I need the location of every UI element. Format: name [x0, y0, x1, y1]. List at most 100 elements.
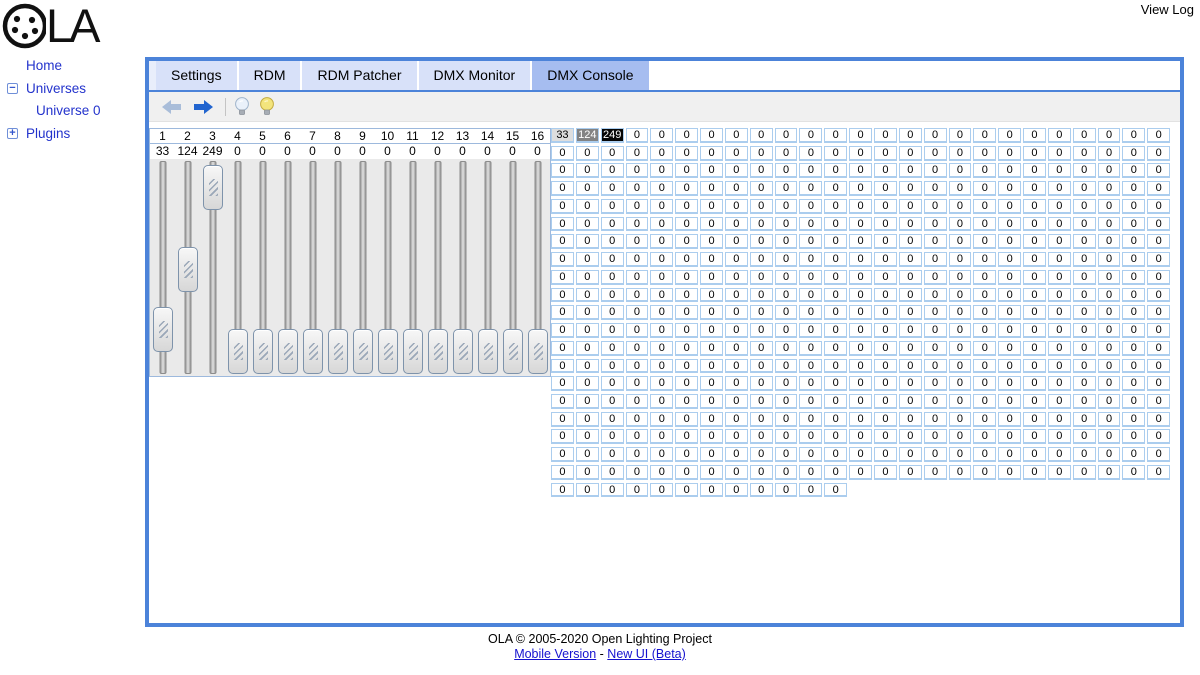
dmx-grid-cell-416[interactable]: 0	[923, 411, 947, 427]
dmx-grid-cell-163[interactable]: 0	[849, 234, 873, 250]
dmx-grid-cell-426[interactable]: 0	[551, 429, 574, 445]
dmx-grid-cell-496[interactable]: 0	[1047, 464, 1071, 480]
dmx-grid-cell-84[interactable]: 0	[749, 181, 773, 196]
slider-handle-channel-15[interactable]	[502, 329, 523, 374]
dmx-grid-cell-200[interactable]: 0	[1147, 252, 1171, 267]
dmx-grid-cell-67[interactable]: 0	[948, 163, 972, 179]
dmx-grid-cell-40[interactable]: 0	[898, 145, 922, 161]
slider-handle-channel-3[interactable]	[202, 164, 223, 210]
dmx-grid-cell-194[interactable]: 0	[998, 252, 1022, 267]
dmx-grid-cell-230[interactable]: 0	[650, 287, 674, 303]
dmx-grid-cell-296[interactable]: 0	[1047, 323, 1071, 338]
dmx-grid-cell-448[interactable]: 0	[1097, 429, 1121, 445]
sidebar-item-universes[interactable]: − Universes	[0, 78, 145, 101]
dmx-grid-cell-315[interactable]: 0	[898, 340, 922, 356]
dmx-grid-cell-138[interactable]: 0	[849, 216, 873, 232]
dmx-grid-cell-500[interactable]: 0	[1147, 464, 1171, 480]
slider-handle-channel-8[interactable]	[327, 329, 348, 374]
dmx-grid-cell-305[interactable]: 0	[650, 340, 674, 356]
dmx-grid-cell-66[interactable]: 0	[923, 163, 947, 179]
dmx-grid-cell-26[interactable]: 0	[551, 145, 574, 161]
dmx-grid-cell-302[interactable]: 0	[575, 340, 599, 356]
dmx-grid-cell-177[interactable]: 0	[575, 252, 599, 267]
slider-handle-channel-4[interactable]	[227, 329, 248, 374]
dmx-grid-cell-459[interactable]: 0	[749, 447, 773, 463]
dmx-grid-cell-214[interactable]: 0	[873, 269, 897, 285]
dmx-grid-cell-119[interactable]: 0	[998, 198, 1022, 214]
dmx-grid-cell-422[interactable]: 0	[1072, 411, 1096, 427]
slider-handle-channel-1[interactable]	[152, 307, 173, 353]
slider-handle-channel-12[interactable]	[427, 329, 448, 374]
dmx-grid-cell-120[interactable]: 0	[1023, 198, 1046, 214]
dmx-grid-cell-391[interactable]: 0	[923, 394, 947, 409]
dmx-grid-cell-510[interactable]: 0	[774, 482, 798, 498]
dmx-grid-cell-135[interactable]: 0	[774, 216, 798, 232]
dmx-grid-cell-245[interactable]: 0	[1023, 287, 1046, 303]
dmx-grid-cell-157[interactable]: 0	[700, 234, 723, 250]
slider-track[interactable]	[159, 161, 166, 374]
dmx-grid-cell-441[interactable]: 0	[923, 429, 947, 445]
dmx-grid-cell-52[interactable]: 0	[575, 163, 599, 179]
dmx-grid-cell-159[interactable]: 0	[749, 234, 773, 250]
dmx-grid-cell-209[interactable]: 0	[749, 269, 773, 285]
dmx-grid-cell-400[interactable]: 0	[1147, 394, 1171, 409]
dmx-grid-cell-198[interactable]: 0	[1097, 252, 1121, 267]
dmx-grid-cell-93[interactable]: 0	[973, 181, 997, 196]
dmx-grid-cell-236[interactable]: 0	[799, 287, 823, 303]
dmx-grid-cell-237[interactable]: 0	[824, 287, 848, 303]
dmx-grid-cell-10[interactable]: 0	[774, 128, 798, 143]
new-ui-link[interactable]: New UI (Beta)	[607, 647, 686, 661]
dmx-grid-cell-275[interactable]: 0	[1147, 305, 1171, 321]
dmx-grid-cell-68[interactable]: 0	[973, 163, 997, 179]
dmx-grid-cell-323[interactable]: 0	[1097, 340, 1121, 356]
dmx-grid-cell-381[interactable]: 0	[675, 394, 699, 409]
dmx-grid-cell-325[interactable]: 0	[1147, 340, 1171, 356]
dmx-grid-cell-488[interactable]: 0	[849, 464, 873, 480]
dmx-grid-cell-478[interactable]: 0	[600, 464, 624, 480]
dmx-grid-cell-472[interactable]: 0	[1072, 447, 1096, 463]
dmx-grid-cell-282[interactable]: 0	[700, 323, 723, 338]
dmx-grid-cell-60[interactable]: 0	[774, 163, 798, 179]
dmx-grid-cell-231[interactable]: 0	[675, 287, 699, 303]
dmx-grid-cell-265[interactable]: 0	[898, 305, 922, 321]
dmx-grid-cell-85[interactable]: 0	[774, 181, 798, 196]
dmx-grid-cell-96[interactable]: 0	[1047, 181, 1071, 196]
dmx-grid-cell-140[interactable]: 0	[898, 216, 922, 232]
dmx-grid-cell-70[interactable]: 0	[1023, 163, 1046, 179]
dmx-grid-cell-261[interactable]: 0	[799, 305, 823, 321]
dmx-grid-cell-388[interactable]: 0	[849, 394, 873, 409]
dmx-grid-cell-76[interactable]: 0	[551, 181, 574, 196]
dmx-grid-cell-244[interactable]: 0	[998, 287, 1022, 303]
dmx-grid-cell-366[interactable]: 0	[923, 376, 947, 392]
dmx-grid-cell-208[interactable]: 0	[724, 269, 748, 285]
dmx-grid-cell-202[interactable]: 0	[575, 269, 599, 285]
dmx-grid-cell-225[interactable]: 0	[1147, 269, 1171, 285]
dmx-grid-cell-108[interactable]: 0	[724, 198, 748, 214]
dmx-grid-cell-249[interactable]: 0	[1122, 287, 1146, 303]
dmx-grid-cell-272[interactable]: 0	[1072, 305, 1096, 321]
dmx-grid-cell-133[interactable]: 0	[724, 216, 748, 232]
dmx-grid-cell-280[interactable]: 0	[650, 323, 674, 338]
dmx-grid-cell-402[interactable]: 0	[575, 411, 599, 427]
dmx-grid-cell-444[interactable]: 0	[998, 429, 1022, 445]
dmx-grid-cell-106[interactable]: 0	[675, 198, 699, 214]
dmx-grid-cell-312[interactable]: 0	[824, 340, 848, 356]
dmx-grid-cell-473[interactable]: 0	[1097, 447, 1121, 463]
dmx-grid-cell-297[interactable]: 0	[1072, 323, 1096, 338]
dmx-grid-cell-449[interactable]: 0	[1122, 429, 1146, 445]
dmx-grid-cell-107[interactable]: 0	[700, 198, 723, 214]
tab-dmx-console[interactable]: DMX Console	[532, 61, 649, 90]
dmx-grid-cell-464[interactable]: 0	[873, 447, 897, 463]
dmx-grid-cell-171[interactable]: 0	[1047, 234, 1071, 250]
dmx-grid-cell-285[interactable]: 0	[774, 323, 798, 338]
dmx-grid-cell-429[interactable]: 0	[625, 429, 649, 445]
dmx-grid-cell-220[interactable]: 0	[1023, 269, 1046, 285]
dmx-grid-cell-44[interactable]: 0	[998, 145, 1022, 161]
dmx-grid-cell-453[interactable]: 0	[600, 447, 624, 463]
dmx-grid-cell-327[interactable]: 0	[575, 358, 599, 374]
dmx-grid-cell-288[interactable]: 0	[849, 323, 873, 338]
dmx-grid-cell-303[interactable]: 0	[600, 340, 624, 356]
dmx-grid-cell-368[interactable]: 0	[973, 376, 997, 392]
dmx-grid-cell-48[interactable]: 0	[1097, 145, 1121, 161]
dmx-grid-cell-286[interactable]: 0	[799, 323, 823, 338]
